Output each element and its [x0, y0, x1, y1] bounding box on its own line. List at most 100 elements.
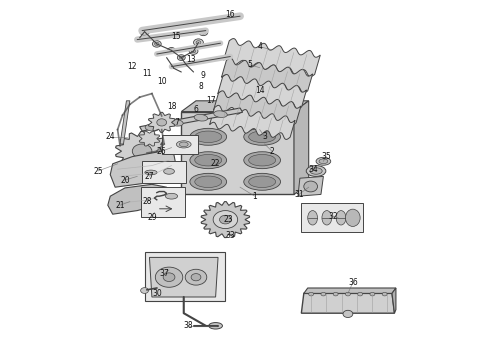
- Ellipse shape: [145, 170, 157, 175]
- Polygon shape: [181, 101, 309, 112]
- Polygon shape: [223, 39, 320, 77]
- Polygon shape: [140, 108, 243, 131]
- Polygon shape: [181, 112, 294, 194]
- Text: 21: 21: [115, 201, 125, 210]
- Circle shape: [141, 288, 148, 293]
- Text: 2: 2: [270, 147, 274, 156]
- Ellipse shape: [164, 168, 174, 174]
- Text: 34: 34: [309, 165, 318, 174]
- Ellipse shape: [249, 154, 275, 166]
- Polygon shape: [120, 101, 130, 144]
- Ellipse shape: [304, 181, 318, 192]
- Text: 12: 12: [127, 62, 137, 71]
- Text: 24: 24: [105, 132, 115, 141]
- Polygon shape: [110, 151, 176, 187]
- Circle shape: [132, 144, 152, 158]
- Circle shape: [370, 292, 375, 296]
- Polygon shape: [116, 131, 169, 171]
- Ellipse shape: [209, 323, 222, 329]
- Text: 27: 27: [145, 172, 154, 181]
- Polygon shape: [304, 288, 396, 293]
- Ellipse shape: [194, 114, 208, 121]
- Ellipse shape: [249, 131, 275, 143]
- Text: 35: 35: [321, 152, 331, 161]
- Circle shape: [185, 269, 207, 285]
- Ellipse shape: [165, 193, 177, 199]
- Circle shape: [152, 41, 161, 47]
- Circle shape: [201, 31, 206, 34]
- Circle shape: [154, 42, 159, 46]
- Text: 4: 4: [257, 42, 262, 51]
- Ellipse shape: [195, 131, 221, 143]
- Ellipse shape: [244, 129, 280, 145]
- Text: 30: 30: [152, 289, 162, 298]
- Ellipse shape: [308, 211, 318, 225]
- Ellipse shape: [244, 152, 280, 168]
- Circle shape: [220, 215, 231, 224]
- Circle shape: [177, 55, 185, 60]
- Text: 23: 23: [223, 215, 233, 224]
- FancyBboxPatch shape: [145, 252, 225, 301]
- Text: 25: 25: [93, 166, 103, 176]
- Text: 18: 18: [167, 102, 176, 111]
- FancyBboxPatch shape: [301, 203, 363, 232]
- Text: 1: 1: [252, 192, 257, 201]
- Polygon shape: [294, 101, 309, 194]
- Circle shape: [358, 292, 363, 296]
- Polygon shape: [139, 131, 160, 146]
- Circle shape: [321, 292, 326, 296]
- Text: 10: 10: [157, 77, 167, 86]
- Text: 6: 6: [194, 105, 198, 114]
- Text: 29: 29: [147, 213, 157, 222]
- Ellipse shape: [249, 176, 275, 188]
- Polygon shape: [221, 58, 313, 93]
- Circle shape: [309, 292, 314, 296]
- Text: 16: 16: [225, 10, 235, 19]
- Circle shape: [382, 292, 387, 296]
- Text: 8: 8: [198, 82, 203, 91]
- Ellipse shape: [345, 209, 360, 226]
- Polygon shape: [201, 202, 250, 238]
- Ellipse shape: [306, 166, 326, 176]
- Circle shape: [168, 48, 175, 53]
- Text: 26: 26: [157, 147, 167, 156]
- Circle shape: [199, 29, 208, 36]
- Text: 33: 33: [225, 231, 235, 240]
- Circle shape: [194, 39, 203, 46]
- Circle shape: [157, 119, 167, 126]
- Text: 5: 5: [247, 60, 252, 69]
- Ellipse shape: [145, 125, 159, 131]
- Text: 9: 9: [201, 71, 206, 80]
- Text: 20: 20: [120, 176, 130, 185]
- Polygon shape: [301, 293, 394, 313]
- Ellipse shape: [310, 168, 322, 174]
- FancyBboxPatch shape: [141, 187, 185, 217]
- FancyBboxPatch shape: [162, 135, 198, 154]
- Ellipse shape: [322, 211, 332, 225]
- Circle shape: [213, 211, 238, 229]
- Ellipse shape: [336, 211, 346, 225]
- Text: 36: 36: [348, 278, 358, 287]
- Circle shape: [343, 310, 353, 318]
- Text: 22: 22: [211, 159, 220, 168]
- Ellipse shape: [195, 176, 221, 188]
- Ellipse shape: [319, 159, 328, 163]
- Polygon shape: [214, 91, 301, 125]
- Circle shape: [163, 273, 175, 282]
- Circle shape: [155, 267, 183, 287]
- Ellipse shape: [190, 129, 226, 145]
- Circle shape: [189, 48, 198, 54]
- Circle shape: [170, 49, 173, 52]
- Ellipse shape: [179, 142, 188, 147]
- Text: 31: 31: [294, 190, 304, 199]
- Text: 28: 28: [142, 197, 152, 206]
- Polygon shape: [148, 112, 175, 132]
- Text: 7: 7: [174, 118, 179, 127]
- Circle shape: [191, 50, 196, 53]
- Text: 15: 15: [172, 32, 181, 41]
- Circle shape: [142, 30, 147, 33]
- Circle shape: [345, 292, 350, 296]
- Ellipse shape: [190, 174, 226, 190]
- Circle shape: [179, 56, 183, 59]
- Text: 38: 38: [184, 321, 194, 330]
